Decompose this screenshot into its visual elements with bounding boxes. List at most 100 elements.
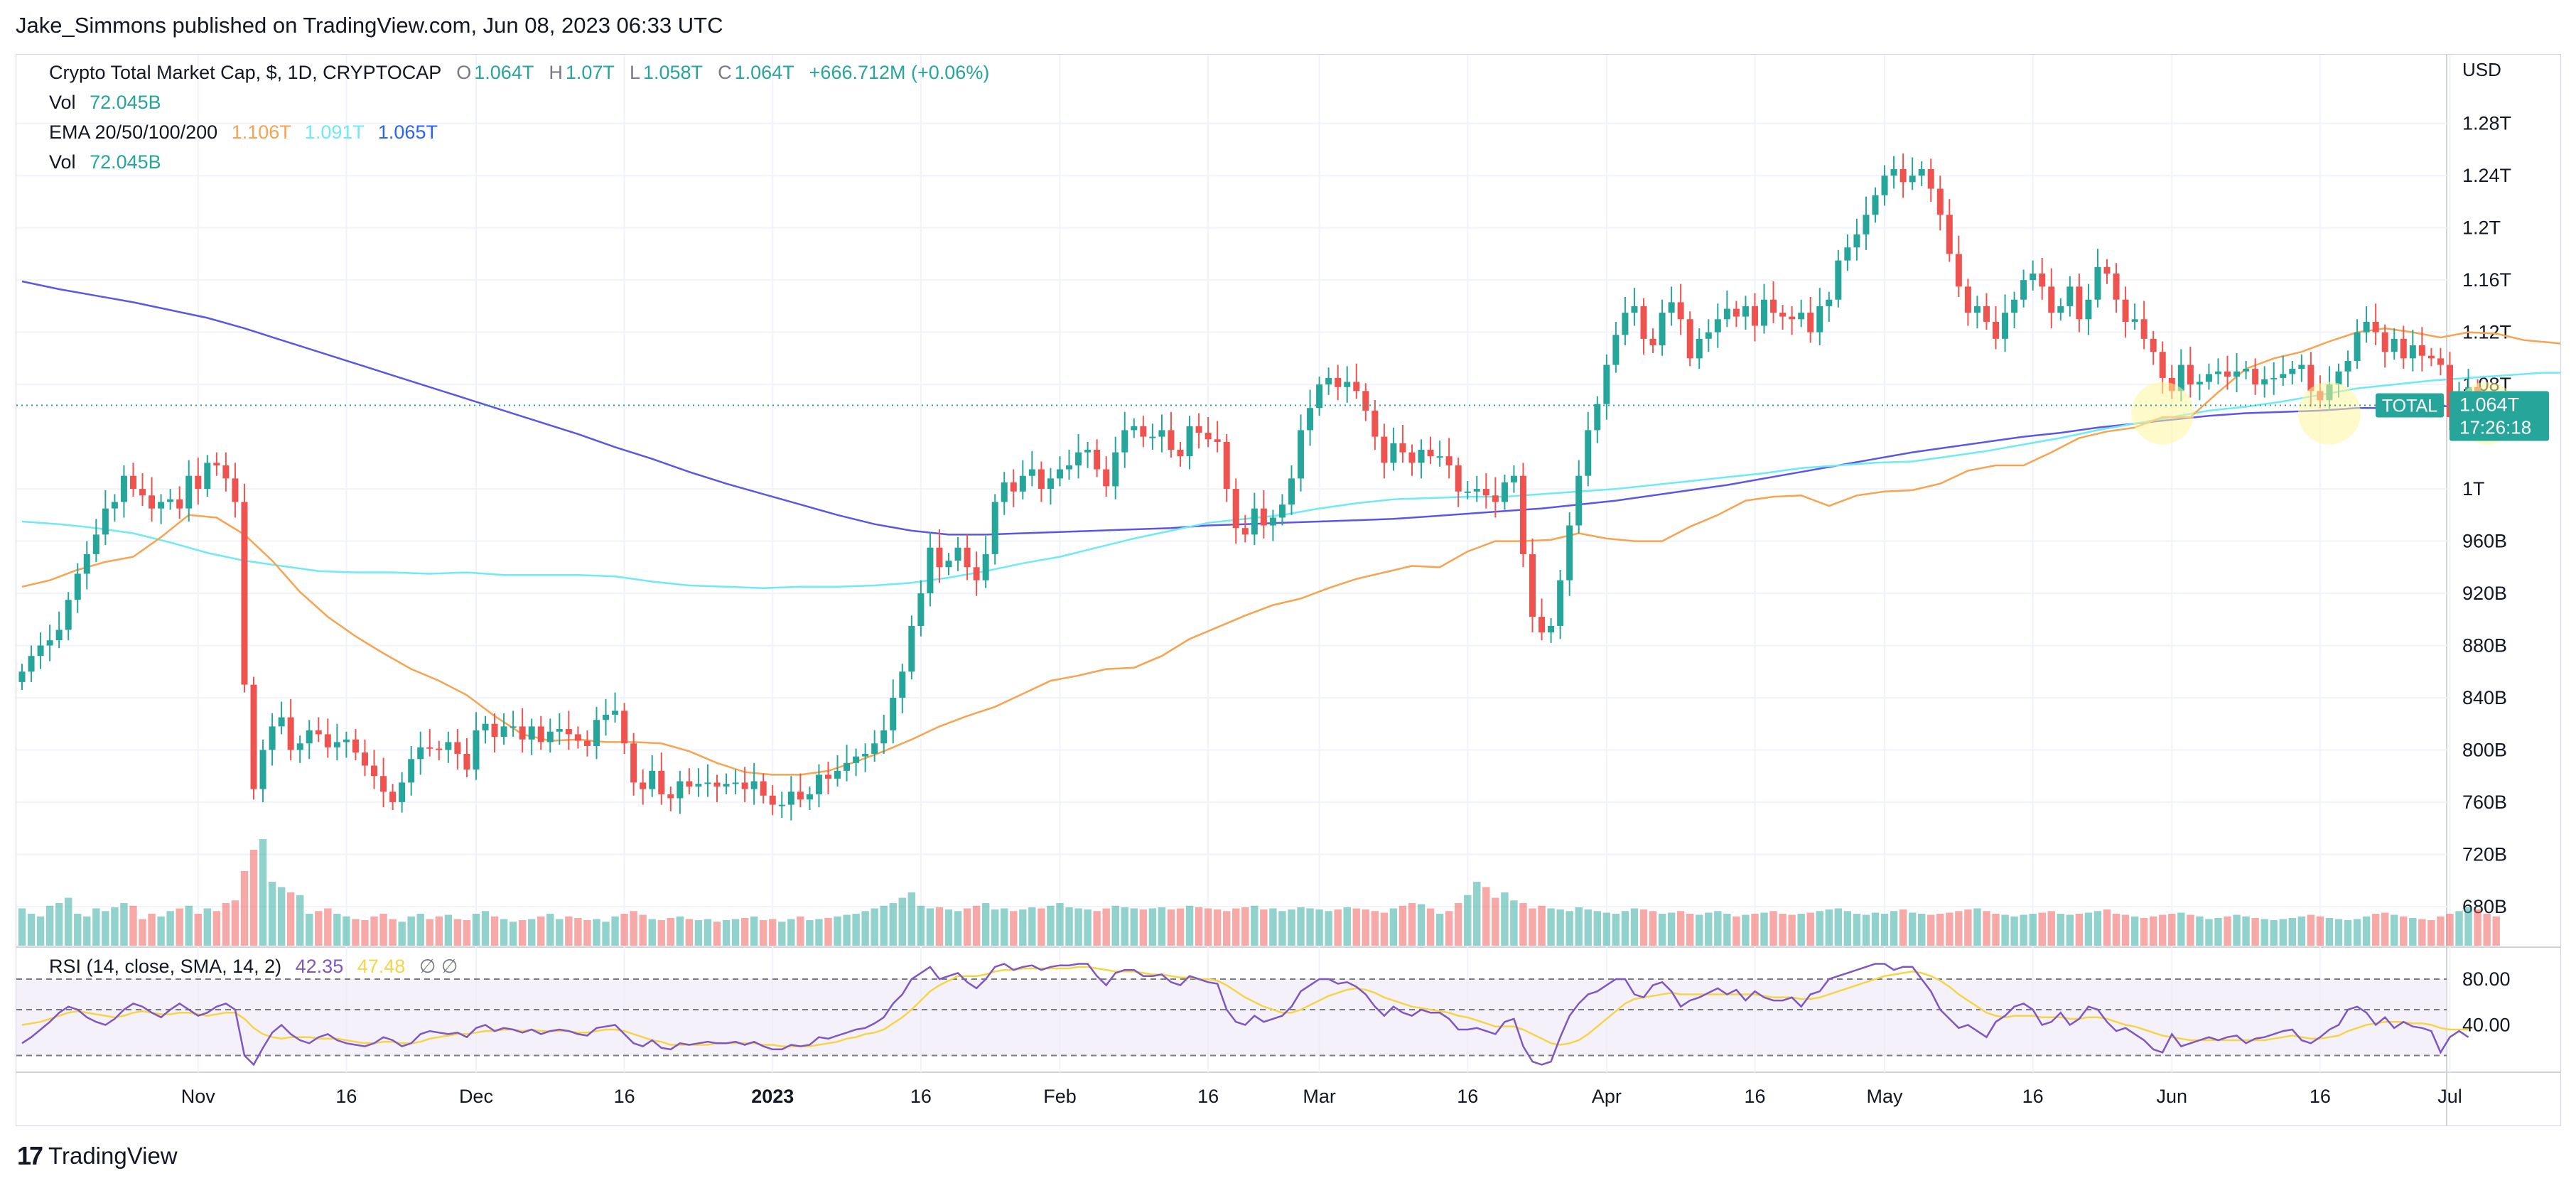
volume-bar — [1001, 908, 1008, 946]
candle-body — [2039, 273, 2046, 287]
rsi-tick-label: 40.00 — [2462, 1015, 2511, 1036]
candle-body — [1779, 313, 1787, 317]
candle-body — [640, 782, 647, 789]
volume-bar — [1455, 903, 1462, 946]
volume-bar — [2251, 918, 2259, 946]
candle-body — [1622, 313, 1629, 335]
volume-bar — [2353, 919, 2361, 946]
ema50-value: 1.091T — [304, 122, 365, 143]
volume-bar — [2057, 914, 2064, 946]
candle-body — [1538, 617, 1546, 633]
candle-body — [37, 645, 44, 657]
volume-bar — [1973, 908, 1981, 946]
volume-bar — [83, 916, 91, 946]
candle-body — [760, 781, 767, 796]
candle-body — [723, 784, 730, 787]
rsi-tick-label: 80.00 — [2462, 968, 2511, 990]
candle-body — [945, 561, 952, 568]
volume-bar — [2279, 919, 2287, 946]
volume-bar — [1714, 911, 1722, 946]
candle-body — [741, 782, 748, 789]
volume-bar — [2224, 916, 2231, 946]
candle-body — [2187, 364, 2194, 385]
chart-frame[interactable]: 1.28T1.24T1.2T1.16T1.12T1.08T1T960B920B8… — [16, 54, 2561, 1126]
candle-body — [844, 762, 851, 771]
volume-bar — [1074, 908, 1082, 946]
rsi-sma-line — [21, 966, 2469, 1047]
candle-body — [1548, 625, 1555, 633]
volume-bar — [249, 850, 258, 946]
legend-symbol-row: Crypto Total Market Cap, $, 1D, CRYPTOCA… — [49, 62, 989, 84]
candle-body — [1418, 449, 1425, 463]
volume-bar — [2103, 909, 2111, 946]
candle-body — [1158, 430, 1165, 437]
candle-body — [1399, 443, 1406, 453]
time-tick-label: Jun — [2157, 1086, 2188, 1107]
volume-bar — [1964, 909, 1972, 946]
ohlc-l-label: L — [629, 62, 640, 83]
footer-brand[interactable]: 17 TradingView — [17, 1141, 178, 1171]
candle-body — [2150, 338, 2157, 352]
candle-body — [1909, 176, 1916, 183]
price-tick-label: 1.16T — [2462, 269, 2511, 291]
volume-bar — [843, 914, 851, 946]
volume-bar — [2474, 909, 2481, 946]
candle-body — [1668, 302, 1675, 313]
volume-bar — [880, 905, 888, 946]
ema-label: EMA 20/50/100/200 — [49, 122, 218, 143]
volume-bar — [1760, 912, 1768, 946]
candle-body — [1612, 335, 1620, 365]
candle-body — [1714, 319, 1721, 333]
ema50-line — [21, 372, 2560, 589]
candle-body — [2103, 266, 2111, 274]
volume-bar — [2371, 914, 2380, 946]
time-tick-label: 16 — [614, 1086, 635, 1107]
candle-body — [2076, 286, 2083, 320]
volume-bar — [1612, 914, 1620, 946]
volume-bar — [231, 900, 239, 946]
legend-vol-row: Vol 72.045B — [49, 92, 161, 114]
volume-bar — [1028, 907, 1036, 946]
volume-bar — [2334, 919, 2343, 946]
candle-body — [1482, 489, 1489, 496]
volume-bar — [2316, 916, 2324, 946]
candle-body — [2289, 369, 2296, 374]
candle-body — [565, 729, 572, 735]
candle-body — [556, 729, 563, 732]
volume-bar — [954, 911, 962, 946]
volume-bar — [2177, 912, 2185, 946]
volume-bar — [240, 871, 249, 946]
volume-bar — [1649, 911, 1657, 946]
volume-bar — [898, 897, 906, 946]
volume-bar — [2391, 914, 2398, 946]
volume-bar — [889, 903, 897, 946]
candle-body — [2298, 364, 2305, 369]
candle-body — [1946, 215, 1953, 254]
candle-body — [2140, 319, 2147, 339]
candle-body — [1390, 443, 1397, 463]
volume-bar — [1723, 914, 1731, 946]
volume-bar — [2047, 911, 2055, 946]
volume-bar — [45, 905, 54, 946]
volume-bar — [2409, 918, 2417, 946]
volume-bar — [1417, 904, 1426, 946]
candle-body — [139, 489, 146, 496]
candle-body — [2354, 332, 2361, 362]
candle-body — [510, 726, 517, 728]
volume-bar — [750, 916, 758, 946]
volume-bar — [944, 909, 953, 946]
candle-body — [787, 792, 794, 805]
volume-bar — [1696, 914, 1703, 946]
candle-body — [222, 465, 230, 479]
volume-bar — [203, 908, 211, 946]
candle-body — [2391, 338, 2398, 352]
candle-body — [1927, 169, 1934, 189]
candle-body — [713, 782, 721, 787]
candle-body — [1066, 465, 1073, 470]
volume-bar — [157, 916, 165, 946]
volume-bar — [1630, 908, 1639, 946]
price-chart[interactable]: 1.28T1.24T1.2T1.16T1.12T1.08T1T960B920B8… — [16, 55, 2560, 1125]
volume-bar — [565, 916, 573, 946]
legend-ema-row: EMA 20/50/100/200 1.106T 1.091T 1.065T — [49, 122, 438, 144]
candle-body — [1798, 313, 1805, 320]
